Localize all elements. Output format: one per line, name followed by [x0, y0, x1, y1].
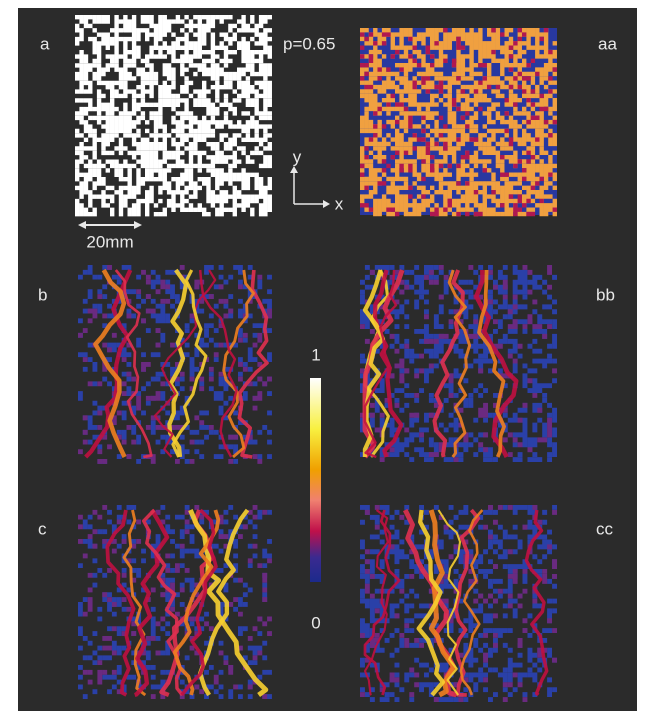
panel-label: a [40, 34, 50, 53]
panel-label: cc [596, 519, 614, 538]
axis-label-y: y [293, 147, 302, 166]
figure: 1 0 a p=0.65 aa b bb c cc 20mm y x [0, 0, 646, 719]
colorbar-max: 1 [311, 345, 320, 364]
colorbar-min: 0 [311, 613, 320, 632]
panel-label: bb [596, 285, 615, 304]
panel-label: b [38, 285, 47, 304]
panel-note: p=0.65 [283, 34, 335, 53]
scale-label: 20mm [86, 232, 133, 251]
panel-label: c [38, 519, 47, 538]
page: 1 0 a p=0.65 aa b bb c cc 20mm y x (() =… [0, 0, 646, 719]
panel-label: aa [598, 34, 617, 53]
axis-label-x: x [335, 194, 344, 213]
colorbar [310, 378, 321, 582]
